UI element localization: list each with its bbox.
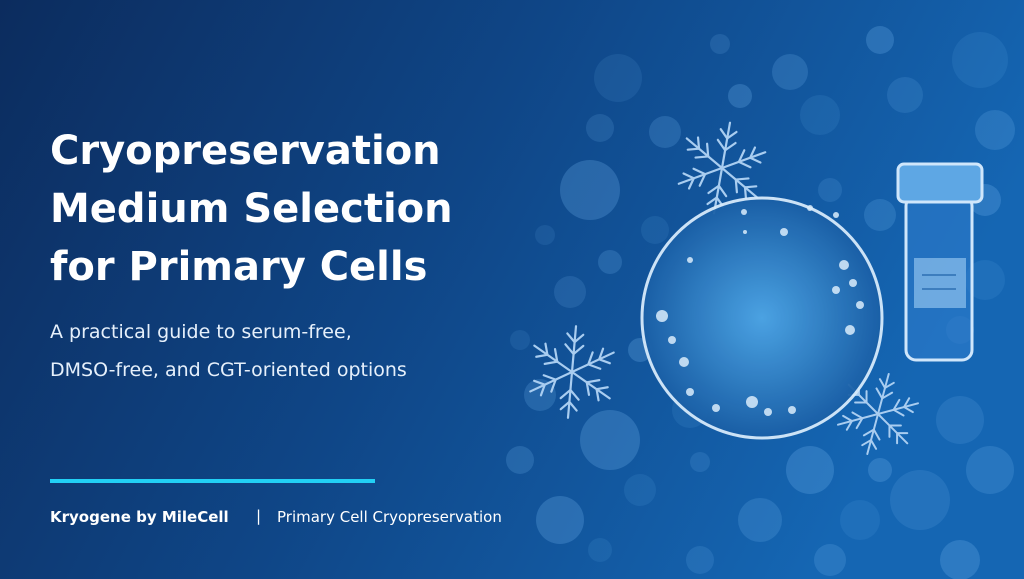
tagline: Primary Cell Cryopreservation (277, 508, 502, 526)
accent-line (50, 479, 375, 483)
particle (788, 406, 796, 414)
bubble (936, 396, 984, 444)
particle (746, 396, 758, 408)
bubble (598, 250, 622, 274)
bubble (710, 34, 730, 54)
bubble (554, 276, 586, 308)
bubble (510, 330, 530, 350)
bubble (536, 496, 584, 544)
bubble (866, 26, 894, 54)
particle (856, 301, 864, 309)
bubble (586, 114, 614, 142)
particle (743, 230, 747, 234)
bubble (840, 500, 880, 540)
particle (741, 209, 747, 215)
bubble (506, 446, 534, 474)
bubble (641, 216, 669, 244)
subtitle-line: DMSO-free, and CGT-oriented options (50, 359, 407, 381)
particle (833, 212, 839, 218)
bubble (864, 199, 896, 231)
bubble (686, 546, 714, 574)
bubble (800, 95, 840, 135)
bubble (588, 538, 612, 562)
bubble (814, 544, 846, 576)
particle (687, 257, 693, 263)
particle (668, 336, 676, 344)
bubble (649, 116, 681, 148)
bubble (890, 470, 950, 530)
bubble (868, 458, 892, 482)
subtitle-line: A practical guide to serum-free, (50, 321, 352, 343)
bubble (690, 452, 710, 472)
bubble (594, 54, 642, 102)
particle (839, 260, 849, 270)
cell-particles (656, 205, 864, 416)
bubble (975, 110, 1015, 150)
particle (780, 228, 788, 236)
bubble (738, 498, 782, 542)
bubble (965, 260, 1005, 300)
particle (686, 388, 694, 396)
bubble (535, 225, 555, 245)
bubble (772, 54, 808, 90)
vial-label (914, 258, 966, 308)
bubble (786, 446, 834, 494)
vial-cap (896, 162, 984, 204)
bubble (952, 32, 1008, 88)
bubble (966, 446, 1014, 494)
vial (896, 162, 984, 362)
bubble (624, 474, 656, 506)
particle (764, 408, 772, 416)
title-line: for Primary Cells (50, 244, 427, 290)
separator: | (256, 507, 261, 525)
bubble (940, 540, 980, 579)
particle (845, 325, 855, 335)
bubble (560, 160, 620, 220)
title-line: Cryopreservation (50, 128, 441, 174)
bubble (580, 410, 640, 470)
particle (656, 310, 668, 322)
title-line: Medium Selection (50, 186, 453, 232)
particle (712, 404, 720, 412)
particle (807, 205, 813, 211)
bubble (818, 178, 842, 202)
cell (640, 196, 884, 440)
particle (832, 286, 840, 294)
brand: Kryogene by MileCell (50, 508, 229, 526)
particle (679, 357, 689, 367)
bubble (887, 77, 923, 113)
bubble (728, 84, 752, 108)
particle (849, 279, 857, 287)
